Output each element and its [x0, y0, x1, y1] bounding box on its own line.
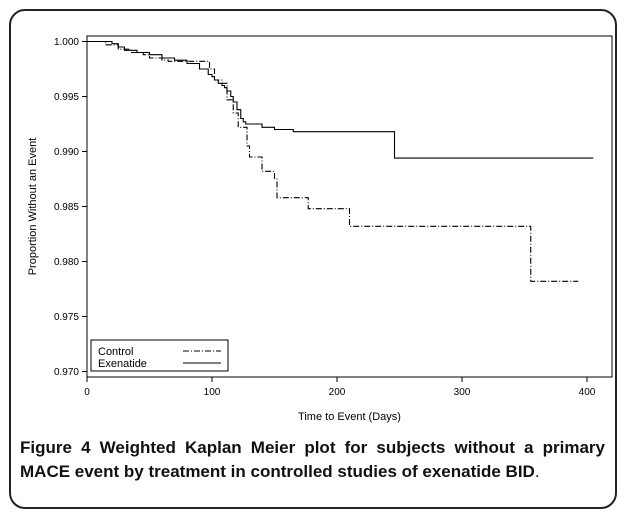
x-axis: 0 100 200 300 400	[84, 377, 596, 398]
y-tick-label: 0.985	[54, 202, 79, 213]
x-axis-label: Time to Event (Days)	[298, 411, 401, 423]
x-tick-label: 100	[204, 387, 221, 398]
y-tick-label: 0.995	[54, 92, 79, 103]
y-tick-label: 0.975	[54, 312, 79, 323]
y-axis: 0.970 0.975 0.980 0.985 0.990 0.995 1.000	[54, 37, 87, 378]
series-line-exenatide	[87, 40, 594, 159]
legend-label-exenatide: Exenatide	[98, 358, 147, 370]
y-axis-label: Proportion Without an Event	[27, 138, 39, 276]
figure-frame	[9, 9, 617, 509]
x-tick-label: 200	[329, 387, 346, 398]
plot-area	[86, 35, 613, 378]
x-tick-label: 400	[579, 387, 596, 398]
kaplan-meier-plot: 0 100 200 300 400 0.9700.9750.9800.9850.9900…	[27, 35, 613, 423]
y-tick-label: 0.980	[54, 257, 79, 268]
legend-label-control: Control	[98, 346, 133, 358]
y-tick-label: 0.990	[54, 147, 79, 158]
legend-box	[90, 339, 229, 372]
figure-label: Figure 4	[20, 438, 91, 457]
y-tick-label: 0.970	[54, 367, 79, 378]
figure-caption: Figure 4 Weighted Kaplan Meier plot for …	[20, 436, 605, 484]
y-tick-label: 1.000	[54, 37, 79, 48]
x-tick-label: 0	[84, 387, 90, 398]
series-layer	[87, 40, 594, 282]
figure-caption-period: .	[534, 462, 540, 481]
x-tick-label: 300	[454, 387, 471, 398]
figure-caption-text: Weighted Kaplan Meier plot for subjects …	[20, 438, 605, 481]
series-line-control	[87, 40, 579, 282]
